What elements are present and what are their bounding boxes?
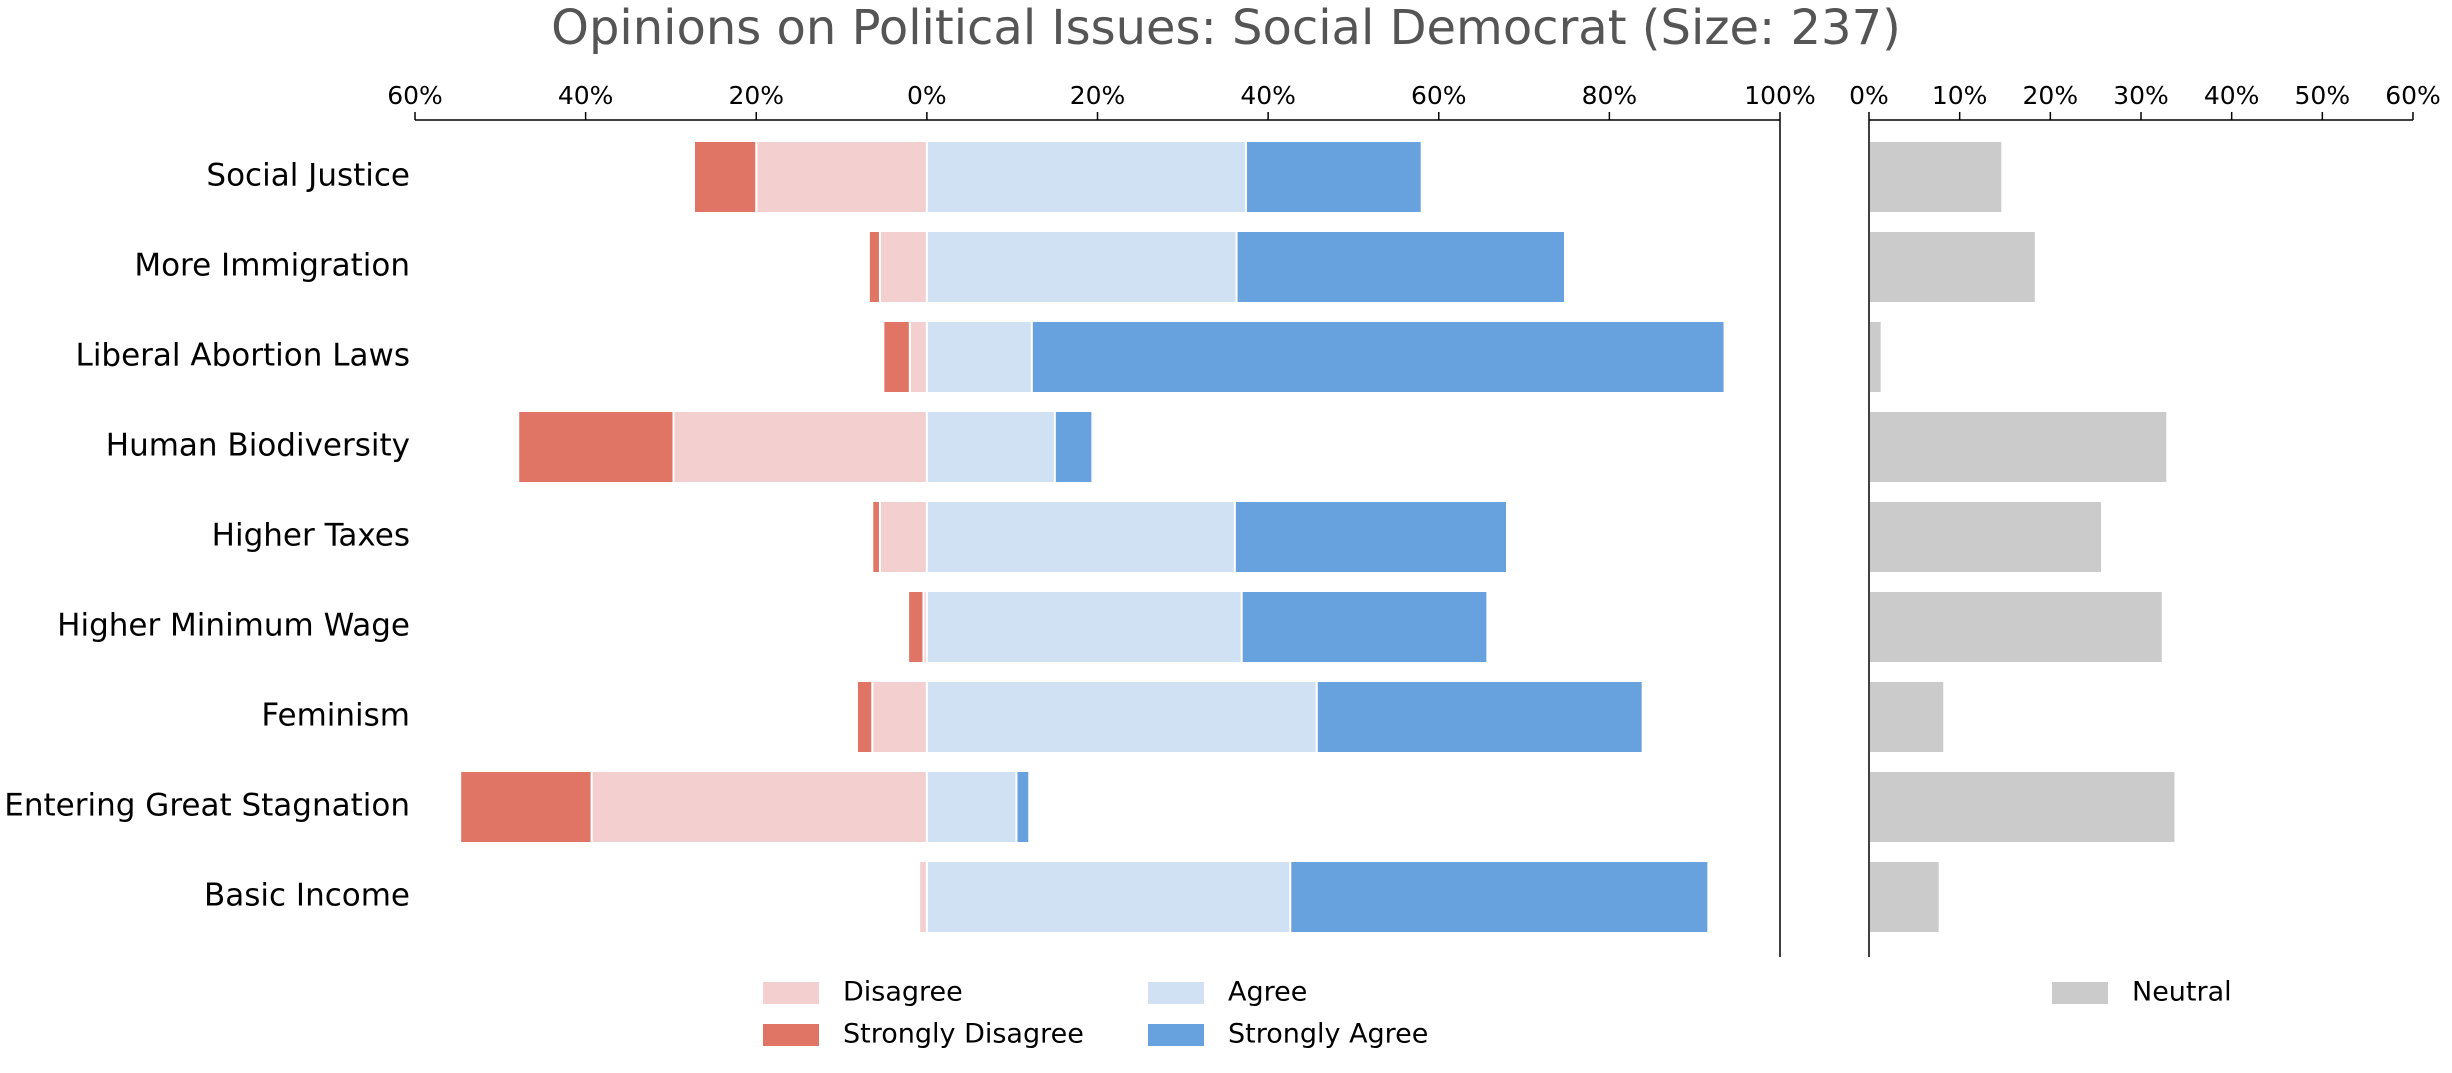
bar	[867, 230, 881, 304]
bar	[1240, 590, 1489, 664]
bar	[871, 500, 881, 574]
x-tick-label: 60%	[1411, 81, 1467, 110]
bar	[1235, 230, 1567, 304]
x-tick-label: 60%	[2385, 81, 2441, 110]
bar	[1868, 320, 1883, 394]
x-tick-label: 60%	[387, 81, 443, 110]
bar	[1868, 680, 1946, 754]
bar	[692, 140, 758, 214]
bar	[925, 590, 1243, 664]
bar	[1244, 140, 1423, 214]
x-tick-label: 0%	[907, 81, 947, 110]
bar	[672, 410, 928, 484]
category-label: Higher Minimum Wage	[57, 608, 410, 644]
bar	[908, 320, 928, 394]
bar	[882, 320, 911, 394]
x-tick-label: 20%	[728, 81, 784, 110]
bar	[1868, 140, 2004, 214]
legend-swatch	[763, 982, 819, 1004]
bar	[517, 410, 675, 484]
bar	[1053, 410, 1094, 484]
bar	[871, 680, 928, 754]
bar	[925, 770, 1018, 844]
x-tick-label: 20%	[2023, 81, 2079, 110]
bar	[1868, 860, 1941, 934]
category-label: Feminism	[261, 698, 410, 734]
bar	[1233, 500, 1509, 574]
chart-title: Opinions on Political Issues: Social Dem…	[551, 0, 1901, 56]
bar	[925, 320, 1033, 394]
legend-swatch	[763, 1024, 819, 1046]
category-label: More Immigration	[134, 248, 410, 284]
bar	[1289, 860, 1710, 934]
bar	[1868, 590, 2164, 664]
x-tick-label: 40%	[558, 81, 614, 110]
bar	[1030, 320, 1726, 394]
x-tick-label: 10%	[1932, 81, 1988, 110]
bar	[878, 500, 928, 574]
legend-label: Strongly Disagree	[843, 1019, 1084, 1050]
bar	[1868, 410, 2169, 484]
bar	[918, 860, 928, 934]
category-label: Entering Great Stagnation	[4, 788, 410, 824]
bar	[925, 860, 1292, 934]
category-label: Human Biodiversity	[106, 428, 410, 464]
bar	[925, 140, 1247, 214]
bar	[755, 140, 928, 214]
bar	[925, 230, 1238, 304]
bar	[459, 770, 593, 844]
legend-swatch	[1148, 982, 1204, 1004]
x-tick-label: 40%	[1240, 81, 1296, 110]
x-tick-label: 40%	[2204, 81, 2260, 110]
x-tick-label: 0%	[1849, 81, 1889, 110]
legend-label: Neutral	[2132, 977, 2232, 1008]
bar	[1015, 770, 1031, 844]
bar	[1315, 680, 1644, 754]
x-tick-label: 50%	[2295, 81, 2351, 110]
x-tick-label: 30%	[2113, 81, 2169, 110]
bar	[878, 230, 928, 304]
bar	[925, 410, 1056, 484]
bar	[1868, 500, 2104, 574]
category-label: Basic Income	[204, 878, 410, 914]
bar	[1868, 230, 2037, 304]
bar	[590, 770, 928, 844]
category-label: Higher Taxes	[212, 518, 410, 554]
legend-swatch	[1148, 1024, 1204, 1046]
x-tick-label: 80%	[1582, 81, 1638, 110]
x-tick-label: 100%	[1744, 81, 1815, 110]
legend-label: Strongly Agree	[1228, 1019, 1428, 1050]
x-tick-label: 20%	[1070, 81, 1126, 110]
category-label: Social Justice	[206, 158, 410, 194]
bar	[925, 680, 1318, 754]
bar	[855, 680, 874, 754]
legend-label: Disagree	[843, 977, 963, 1008]
bar	[925, 500, 1236, 574]
category-label: Liberal Abortion Laws	[76, 338, 410, 374]
legend-swatch	[2052, 982, 2108, 1004]
bar	[1868, 770, 2177, 844]
legend-label: Agree	[1228, 977, 1307, 1008]
bar	[907, 590, 925, 664]
